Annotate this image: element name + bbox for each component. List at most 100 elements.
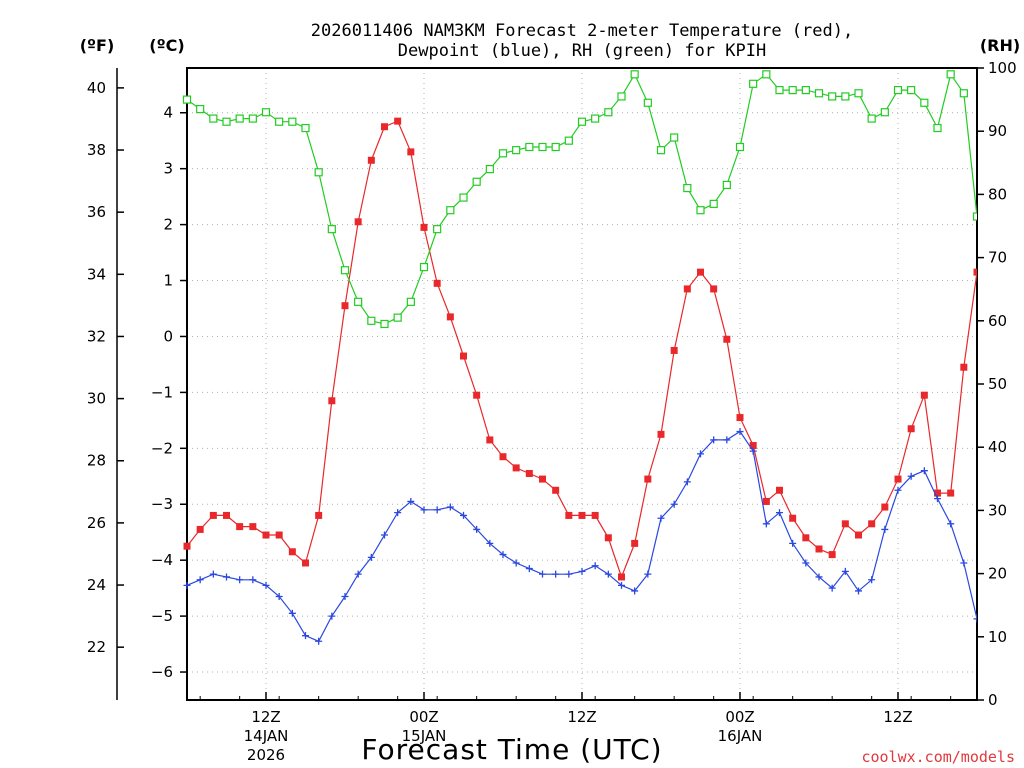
dewpoint-point [802, 559, 810, 567]
rh-point [604, 108, 613, 117]
dewpoint-point [209, 570, 217, 578]
dewpoint-point [683, 478, 691, 486]
rh-point [393, 313, 402, 322]
x-axis-label: Forecast Time (UTC) [361, 733, 662, 766]
rh-unit-label: (RH) [980, 36, 1020, 55]
dewpoint-point [657, 514, 665, 522]
dewpoint-point [341, 593, 349, 601]
dewpoint-point [841, 567, 849, 575]
rh-point [446, 206, 455, 215]
dewpoint-point [631, 587, 639, 595]
celsius-tick-label: −4 [151, 551, 173, 569]
rh-tick-label: 60 [988, 312, 1007, 330]
temperature-point [631, 539, 639, 547]
dewpoint-point [920, 467, 928, 475]
dewpoint-point [473, 525, 481, 533]
dewpoint-point [446, 503, 454, 511]
temperature-point [881, 503, 889, 511]
rh-point [182, 95, 192, 104]
fahrenheit-tick-label: 36 [87, 203, 106, 221]
dewpoint-point [249, 576, 257, 584]
x-tick-label: 12Z [251, 708, 280, 726]
x-tick-label: 00Z [409, 708, 438, 726]
temperature-point [407, 148, 415, 156]
temperature-point [223, 511, 230, 519]
temperature-point [697, 268, 704, 276]
dewpoint-point [275, 593, 283, 601]
temperature-point [762, 497, 770, 505]
dewpoint-point [776, 509, 783, 517]
rh-point [722, 180, 731, 190]
rh-point [683, 183, 692, 193]
rh-point [762, 70, 771, 79]
temperature-point [420, 223, 428, 231]
dewpoint-point [644, 570, 652, 578]
fahrenheit-tick-label: 34 [87, 265, 106, 283]
celsius-tick-label: 1 [163, 272, 173, 290]
rh-point [775, 86, 784, 95]
fahrenheit-tick-label: 30 [87, 390, 106, 408]
dewpoint-point [236, 576, 244, 584]
temperature-point [749, 442, 757, 450]
rh-point [248, 114, 257, 123]
rh-point [933, 123, 942, 133]
dewpoint-point [894, 486, 902, 494]
dewpoint-point [328, 612, 336, 620]
temperature-point [934, 489, 941, 497]
rh-point [512, 146, 521, 155]
dewpoint-point [433, 506, 441, 514]
rh-point [314, 168, 323, 177]
series-temperature [183, 117, 977, 581]
temperature-point [499, 453, 507, 461]
rh-point [946, 70, 955, 79]
rh-point [367, 316, 376, 325]
rh-tick-label: 100 [988, 59, 1017, 77]
celsius-tick-label: −5 [151, 607, 173, 625]
series-line [186, 72, 977, 325]
celsius-tick-label: −3 [151, 495, 173, 513]
x-tick-label: 12Z [567, 708, 596, 726]
dewpoint-point [354, 570, 362, 578]
x-tick-year: 2026 [247, 746, 285, 764]
temperature-point [473, 391, 481, 399]
x-tick-date: 15JAN [402, 727, 447, 745]
temperature-point [302, 559, 309, 567]
temperature-point [670, 346, 678, 354]
temperature-point [236, 523, 244, 531]
rh-point [893, 86, 903, 95]
dewpoint-point [262, 581, 270, 589]
dewpoint-point [302, 632, 309, 640]
rh-point [472, 177, 481, 186]
rh-point [301, 123, 310, 133]
dewpoint-point [565, 570, 573, 578]
rh-point [735, 142, 745, 152]
dewpoint-point [394, 509, 402, 517]
dewpoint-point [947, 520, 955, 528]
temperature-point [841, 520, 849, 528]
rh-point [498, 149, 508, 158]
temperature-point [446, 313, 454, 321]
rh-tick-label: 50 [988, 375, 1007, 393]
temperature-point [288, 548, 296, 556]
celsius-tick-label: −1 [151, 383, 173, 401]
fahrenheit-tick-label: 38 [87, 141, 106, 159]
temperature-point [433, 279, 441, 287]
grid-lines [187, 68, 977, 700]
temperature-point [552, 486, 560, 494]
tick-labels: −6−5−4−3−2−10123422242628303234363840010… [87, 59, 1017, 764]
temperature-point [196, 525, 204, 533]
x-tick-date: 14JAN [244, 727, 289, 745]
temperature-point [868, 520, 876, 528]
dewpoint-point [960, 559, 968, 567]
dewpoint-point [934, 495, 941, 503]
temperature-point [460, 352, 467, 360]
temperature-point [802, 534, 810, 542]
x-tick-label: 12Z [883, 708, 912, 726]
temperature-point [512, 464, 520, 472]
dewpoint-point [762, 520, 770, 528]
temperature-point [618, 573, 625, 581]
temperature-point [209, 511, 217, 519]
dewpoint-point [591, 562, 599, 570]
rh-point [696, 206, 705, 215]
rh-tick-label: 30 [988, 501, 1007, 519]
